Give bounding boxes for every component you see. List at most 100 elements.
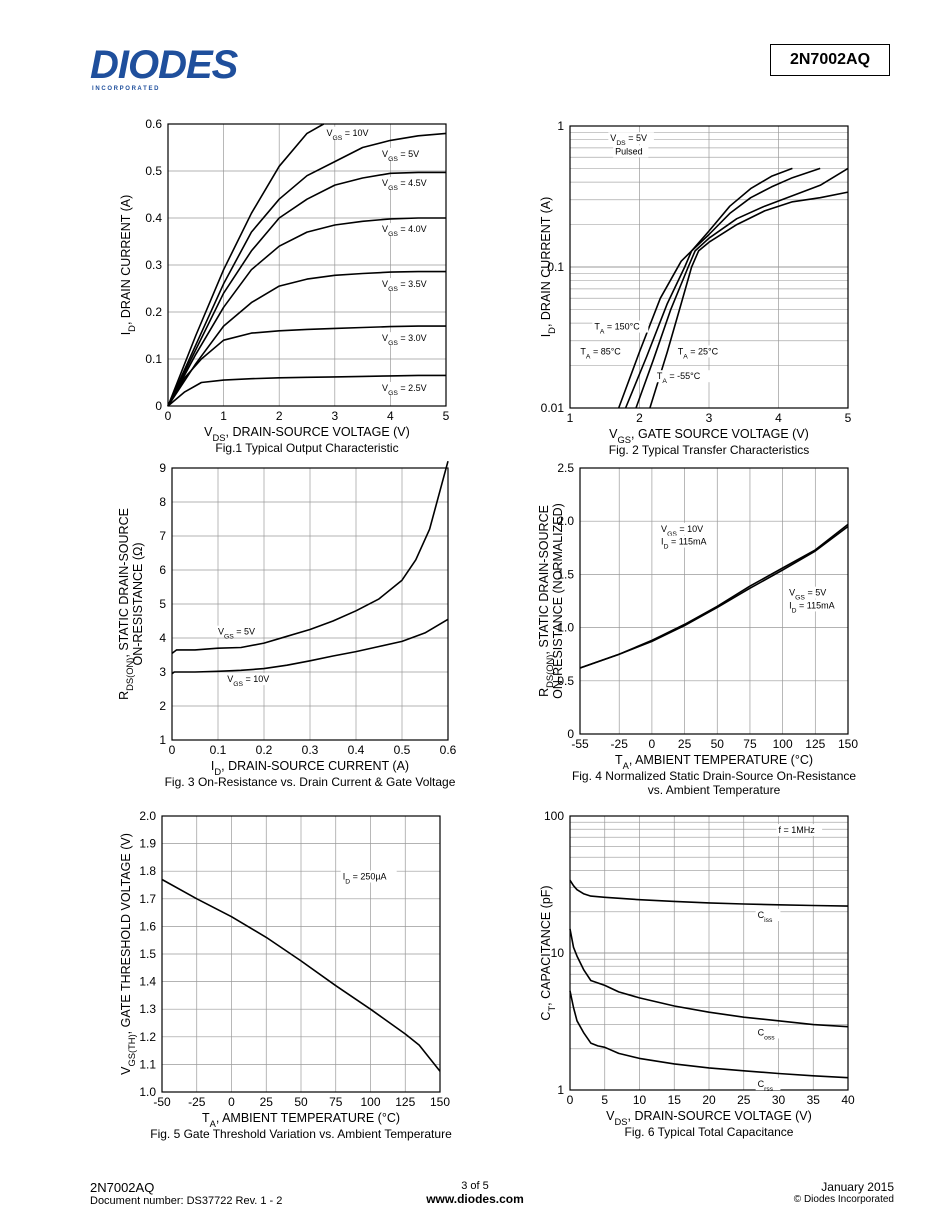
part-number: 2N7002AQ [789,51,871,68]
fig3-y-axis-title: ON-RESISTANCE (Ω) [131,542,145,665]
fig1-xtick-label: 4 [387,409,394,423]
fig1-series-6 [167,374,446,407]
fig1-label-bg [380,332,437,345]
fig1-xtick-label: 1 [220,409,227,423]
fig6-curve-label: f = 1MHz [779,825,816,835]
fig4-xtick-label: 100 [773,737,793,751]
fig5-xtick-label: 125 [395,1095,415,1109]
footer-left: 2N7002AQ Document number: DS37722 Rev. 1… [90,1180,282,1207]
fig4-normalized-on-resistance: -55 -25 0 25 50 75 100 125 150 0 0.5 1.0 1.5 2.0 2.5 VG… [537,461,858,797]
fig2-series-2 [635,167,849,409]
fig3-ytick-label: 8 [159,495,166,509]
fig1-label-bg [380,223,437,236]
fig6-xtick-label: 15 [668,1093,682,1107]
fig3-grid [171,467,449,741]
fig5-xtick-label: 0 [228,1095,235,1109]
fig4-label-bg [787,586,833,599]
fig1-ytick-label: 0.1 [145,352,162,366]
fig6-series-1 [569,928,849,1028]
fig4-caption-line2: vs. Ambient Temperature [648,783,781,797]
fig6-xtick-label: 5 [601,1093,608,1107]
fig1-label-bg [380,147,426,160]
fig6-series-0 [569,879,849,907]
fig5-xtick-label: 50 [294,1095,308,1109]
fig5-xtick-label: -50 [153,1095,171,1109]
fig1-frame [167,123,447,407]
footer-center: 3 of 5 www.diodes.com [400,1180,550,1206]
fig5-ytick-label: 1.0 [139,1085,156,1099]
fig2-series-3 [649,191,849,409]
fig2-curve-label: TA = 25°C [678,346,719,360]
fig1-grid [167,123,447,407]
fig1-ytick-label: 0.3 [145,258,162,272]
fig6-total-capacitance: 0 5 10 15 20 25 30 35 40 1 10 100 f = 1MHz Ciss Coss Cr… [539,809,855,1139]
fig2-ytick-label: 0.1 [547,260,564,274]
fig3-on-resistance-vs-current: 0 0.1 0.2 0.3 0.4 0.5 0.6 1 2 3 4 5 6 7 8 9 VGS = 5V VGS … [117,460,457,789]
fig2-curve-label: TA = 150°C [594,322,640,336]
fig4-xtick-label: 125 [805,737,825,751]
fig1-curve-label: VGS = 4.0V [382,224,427,238]
fig4-label-bg [659,522,710,535]
fig1-caption: Fig.1 Typical Output Characteristic [215,441,398,455]
fig2-label-bg [675,345,727,358]
fig1-curve-label: VGS = 3.0V [382,333,427,347]
fig4-xtick-label: 0 [649,737,656,751]
fig6-curve-label: Ciss [758,910,773,924]
fig6-label-bg [755,1078,781,1091]
fig5-y-axis-title: VGS(TH), GATE THRESHOLD VOLTAGE (V) [119,833,137,1075]
fig2-y-axis-title: ID, DRAIN CURRENT (A) [539,197,557,338]
fig5-ytick-label: 1.4 [139,975,156,989]
fig5-xtick-label: 25 [260,1095,274,1109]
fig4-series-1 [579,525,849,669]
fig3-curve-label: VGS = 10V [227,674,269,688]
fig6-curve-label: Crss [758,1079,774,1093]
fig1-series-1 [167,132,447,407]
fig3-series-1 [171,618,449,675]
fig1-label-bg [380,177,437,190]
fig2-xtick-label: 3 [706,411,713,425]
fig3-xtick-label: 0.6 [440,743,457,757]
fig5-ytick-label: 1.5 [139,947,156,961]
fig6-xtick-label: 30 [772,1093,786,1107]
fig5-caption: Fig. 5 Gate Threshold Variation vs. Ambi… [150,1127,452,1141]
fig4-xtick-label: 25 [678,737,692,751]
footer-doc-number: Document number: DS37722 Rev. 1 - 2 [90,1195,283,1207]
fig2-xtick-label: 4 [775,411,782,425]
fig1-y-axis-title: ID, DRAIN CURRENT (A) [119,195,137,336]
fig1-series-4 [167,270,446,407]
fig2-label-bg [578,345,630,358]
fig1-curve-label: VGS = 3.5V [382,279,427,293]
footer-date: January 2015 [821,1180,894,1194]
fig6-xtick-label: 35 [807,1093,821,1107]
fig2-series-0 [617,167,793,409]
fig5-ytick-label: 1.2 [139,1030,156,1044]
fig4-xtick-label: -25 [611,737,629,751]
fig4-y-axis-title: RDS(ON), STATIC DRAIN-SOURCE [537,505,555,697]
fig2-series-1 [624,167,821,409]
fig1-series-2 [167,171,446,407]
fig4-label-bg [787,599,844,612]
fig1-series-0 [167,123,325,407]
fig3-x-axis-title: ID, DRAIN-SOURCE CURRENT (A) [211,759,409,777]
fig2-xtick-label: 5 [845,411,852,425]
fig4-curve-label: VGS = 5V [789,588,826,602]
fig6-xtick-label: 20 [702,1093,716,1107]
fig6-grid [569,816,849,1090]
fig3-ytick-label: 7 [159,529,166,543]
fig6-ytick-label: 100 [544,809,564,823]
fig3-xtick-label: 0.1 [210,743,227,757]
footer-url[interactable]: www.diodes.com [426,1192,524,1206]
fig6-xtick-label: 10 [633,1093,647,1107]
fig4-xtick-label: -55 [571,737,589,751]
fig3-ytick-label: 3 [159,665,166,679]
footer-right: January 2015 © Diodes Incorporated [794,1180,894,1205]
fig2-frame [569,125,849,409]
fig4-curve-label: VGS = 10V [661,524,703,538]
fig1-curve-label: VGS = 5V [382,149,419,163]
fig3-xtick-label: 0 [169,743,176,757]
fig3-xtick-label: 0.4 [348,743,365,757]
fig3-y-axis-title: RDS(ON), STATIC DRAIN-SOURCE [117,508,135,700]
fig2-xtick-label: 2 [636,411,643,425]
fig5-ytick-label: 1.1 [139,1057,156,1071]
